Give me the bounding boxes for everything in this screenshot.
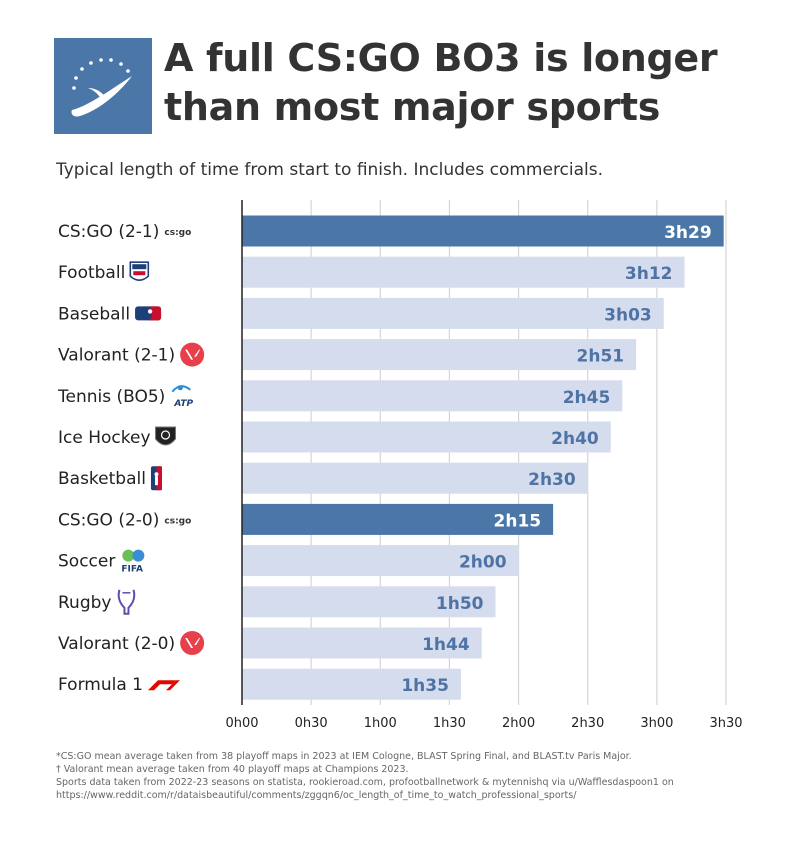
x-tick-label: 1h00 [364,716,397,731]
value-label: 3h03 [604,305,652,325]
nfl-icon [129,261,150,281]
category-label: Valorant (2-1) [58,346,175,366]
x-tick-label: 1h30 [433,716,466,731]
category-label: Ice Hockey [58,428,151,448]
bar [242,215,724,247]
svg-text:cs:go: cs:go [164,228,191,238]
value-label: 1h35 [401,676,449,696]
bar [242,668,461,700]
value-label: 1h50 [436,594,484,614]
value-label: 1h44 [422,635,470,655]
csgo-icon: cs:go [164,516,191,526]
logo [54,38,152,134]
x-tick-label: 3h00 [640,716,673,731]
x-axis-ticks: 0h00 0h30 1h00 1h30 2h00 2h30 3h00 3h30 [225,716,742,731]
bar [242,503,554,535]
bar [242,339,637,371]
bar [242,380,623,412]
atp-icon: ATP [171,385,194,409]
chart-title: A full CS:GO BO3 is longer than most maj… [164,36,718,129]
value-label: 3h29 [664,223,712,243]
valorant-icon [180,631,205,655]
bars [242,215,724,700]
bar [242,627,482,659]
value-label: 2h30 [528,470,576,490]
value-label: 2h40 [551,429,599,449]
fifa-icon: FIFA [121,549,145,575]
category-label: Baseball [58,304,130,324]
x-tick-label: 3h30 [709,716,742,731]
category-label: Formula 1 [58,675,143,695]
x-tick-label: 0h00 [225,716,258,731]
bar [242,586,496,618]
category-label: Soccer [58,552,115,572]
rugby-icon [117,589,136,615]
value-label: 2h51 [577,347,625,367]
x-tick-label: 2h30 [571,716,604,731]
bar [242,421,611,453]
x-tick-label: 2h00 [502,716,535,731]
category-label: Basketball [58,469,146,489]
value-label: 2h15 [494,511,542,531]
valorant-icon [180,342,205,367]
bar [242,545,519,577]
svg-text:FIFA: FIFA [121,565,143,575]
bar [242,462,588,494]
mlb-icon [135,306,162,321]
value-label: 2h45 [563,388,611,408]
footnotes: *CS:GO mean average taken from 38 playof… [56,750,776,802]
chart-subtitle: Typical length of time from start to fin… [56,160,604,180]
category-labels: CS:GO (2-1) Football Baseball Valorant (2-1… [57,222,175,695]
footnote-sources: Sports data taken from 2022-23 seasons o… [56,777,674,788]
footnote-url: https://www.reddit.com/r/dataisbeautiful… [56,790,577,801]
csgo-icon: cs:go [164,228,191,238]
nhl-icon [155,426,177,446]
bar [242,256,685,288]
value-labels: 3h29 3h12 3h03 2h51 2h45 2h40 2h30 2h15 2h00 1h50… [401,223,711,696]
footnote-valorant: † Valorant mean average taken from 40 pl… [56,764,409,775]
nba-icon [150,466,162,491]
x-tick-label: 0h30 [295,716,328,731]
value-label: 3h12 [625,264,673,284]
value-label: 2h00 [459,553,507,573]
category-label: CS:GO (2-1) [58,222,159,242]
category-label: Rugby [58,593,111,613]
category-icons: cs:go ATP cs:go FIFA [117,228,205,691]
category-label: CS:GO (2-0) [58,510,159,530]
bar [242,297,664,329]
category-label: Football [58,263,125,283]
f1-icon [147,680,180,691]
svg-text:cs:go: cs:go [164,516,191,526]
category-label: Valorant (2-0) [58,634,175,654]
svg-text:ATP: ATP [173,399,193,409]
category-label: Tennis (BO5) [57,387,165,407]
footnote-csgo: *CS:GO mean average taken from 38 playof… [56,751,632,762]
